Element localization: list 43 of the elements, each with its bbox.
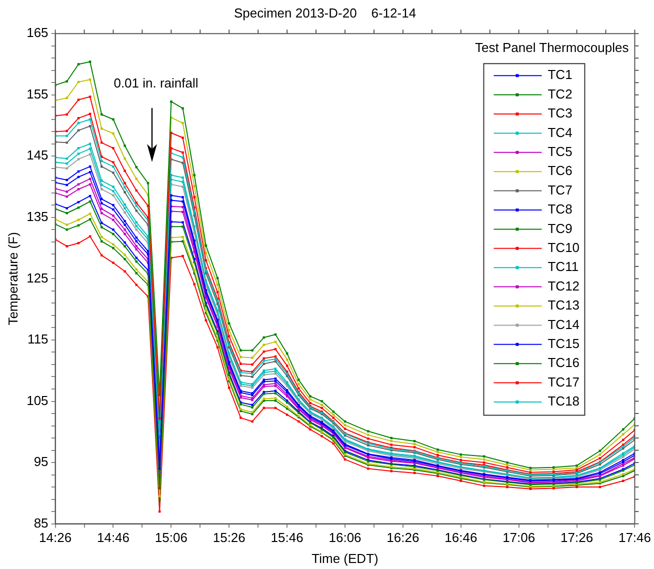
legend-label: TC8 xyxy=(548,202,572,217)
x-tick-label: 15:06 xyxy=(154,530,188,546)
legend-label: TC7 xyxy=(548,182,572,198)
y-tick-label: 115 xyxy=(28,332,48,347)
y-tick-label: 165 xyxy=(26,25,48,40)
legend-label: TC10 xyxy=(548,240,580,255)
y-tick-label: 105 xyxy=(26,392,48,408)
y-tick-label: 85 xyxy=(34,515,48,530)
legend-label: TC4 xyxy=(548,124,572,140)
x-tick-label: 17:26 xyxy=(560,530,594,546)
x-tick-label: 17:46 xyxy=(618,530,652,546)
legend-label: TC17 xyxy=(548,374,580,390)
y-tick-label: 95 xyxy=(34,454,48,470)
y-tick-label: 155 xyxy=(26,86,48,102)
x-tick-label: 14:26 xyxy=(39,530,72,546)
legend-label: TC18 xyxy=(548,394,580,409)
x-tick-label: 15:46 xyxy=(270,530,304,546)
y-tick-label: 145 xyxy=(26,148,48,163)
legend-label: TC9 xyxy=(548,220,572,236)
legend-label: TC3 xyxy=(548,106,572,121)
y-tick-label: 125 xyxy=(26,270,48,286)
y-axis-title: Temperature (F) xyxy=(5,232,20,326)
legend-label: TC6 xyxy=(548,163,572,178)
x-tick-label: 16:46 xyxy=(444,530,478,546)
legend-label: TC11 xyxy=(548,259,579,274)
legend-label: TC5 xyxy=(548,144,572,159)
x-tick-label: 16:06 xyxy=(328,530,362,546)
legend-label: TC2 xyxy=(548,86,572,102)
legend-label: TC13 xyxy=(548,298,580,313)
annotation: 0.01 in. rainfall xyxy=(114,76,198,91)
chart-title: Specimen 2013-D-20 6-12-14 xyxy=(234,5,416,20)
y-tick-label: 135 xyxy=(26,209,48,224)
legend-label: TC12 xyxy=(548,278,580,294)
x-tick-label: 15:26 xyxy=(212,530,246,546)
x-tick-label: 14:46 xyxy=(96,530,130,546)
legend-title: Test Panel Thermocouples xyxy=(475,40,630,56)
x-tick-label: 17:06 xyxy=(502,530,536,546)
legend-label: TC15 xyxy=(548,336,580,351)
legend-label: TC14 xyxy=(548,316,580,332)
legend-label: TC16 xyxy=(548,355,580,370)
x-tick-label: 16:26 xyxy=(386,530,420,546)
x-axis-title: Time (EDT) xyxy=(312,550,378,566)
legend-label: TC1 xyxy=(548,67,572,82)
